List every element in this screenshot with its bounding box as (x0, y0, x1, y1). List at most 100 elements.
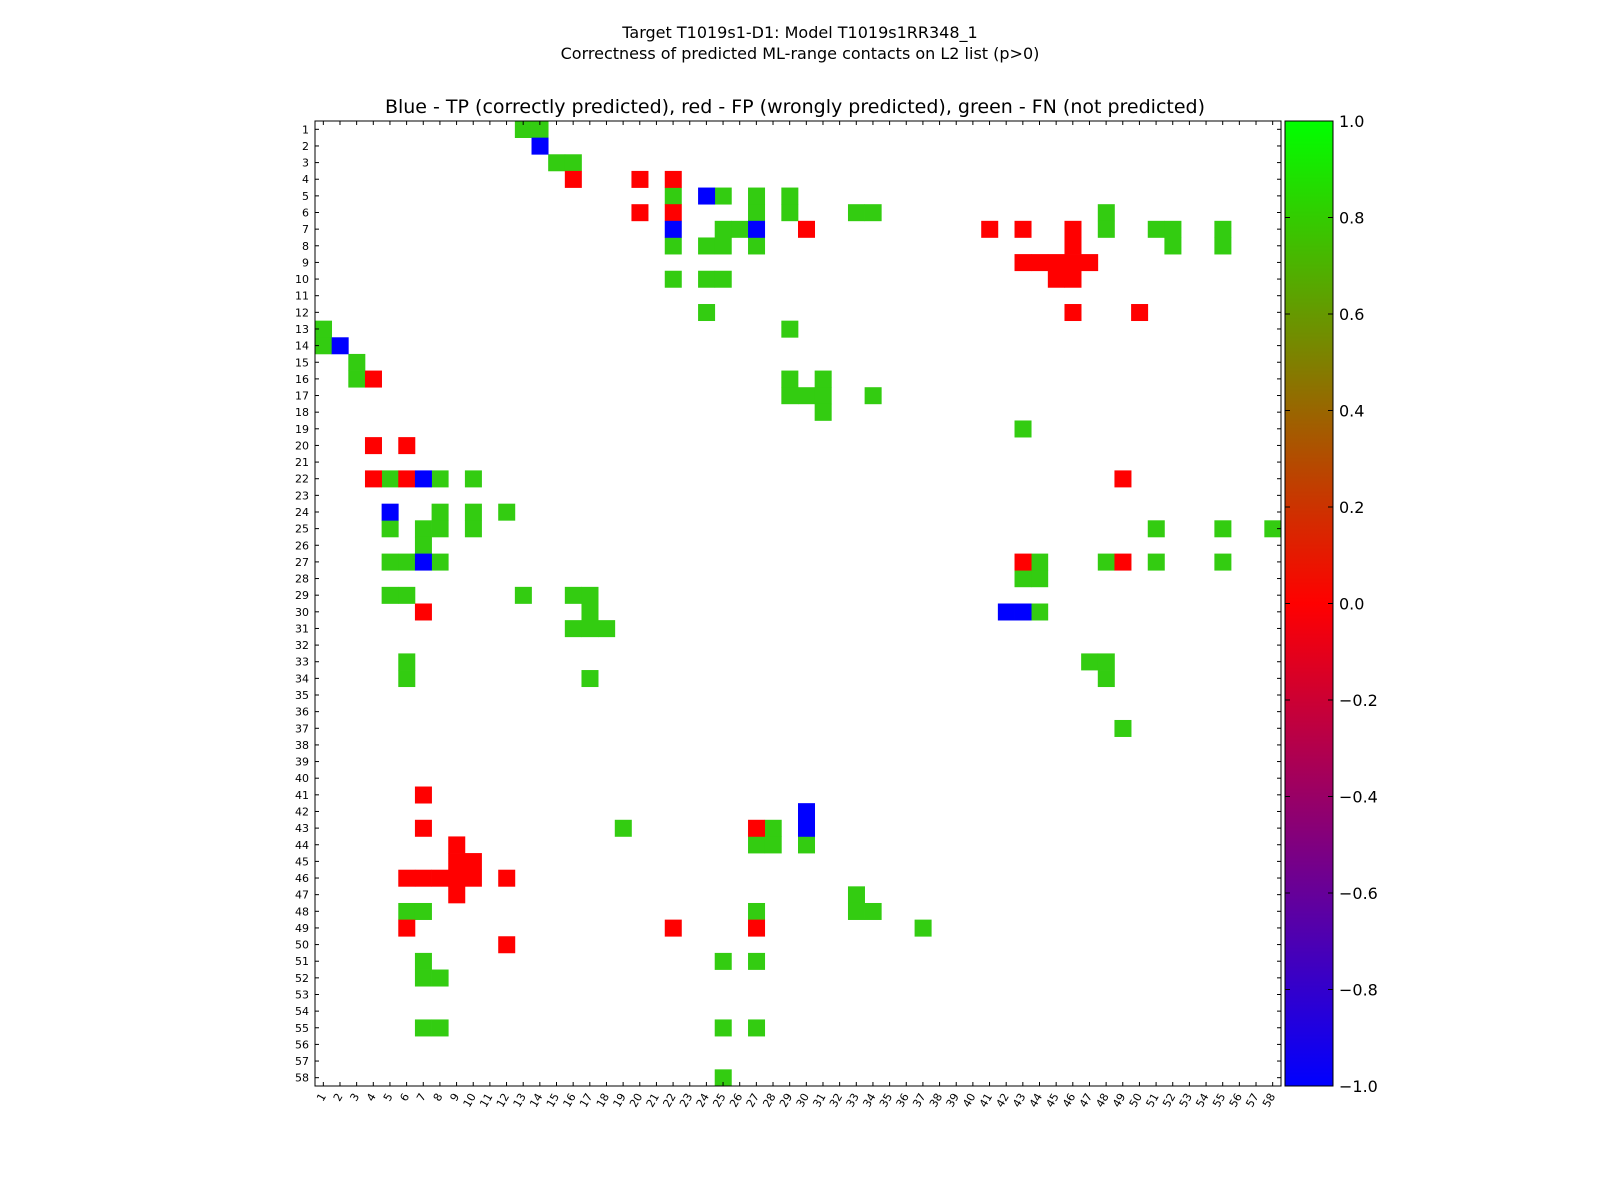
fp-cell (1064, 220, 1082, 238)
fn-cell (414, 969, 432, 987)
y-tick-label: 37 (295, 722, 309, 735)
tp-cell (531, 137, 549, 155)
y-tick-label: 29 (295, 589, 309, 602)
fp-cell (414, 869, 432, 887)
fn-cell (381, 586, 399, 604)
tp-cell (1014, 603, 1032, 621)
fn-cell (814, 370, 832, 388)
fp-cell (398, 437, 416, 455)
fn-cell (1264, 520, 1282, 538)
y-tick-label: 46 (295, 872, 309, 885)
fp-cell (1064, 254, 1082, 272)
fp-cell (398, 470, 416, 488)
x-tick-label: 32 (827, 1091, 845, 1110)
y-tick-label: 4 (302, 173, 309, 186)
colorbar-tick-label: −0.4 (1339, 788, 1378, 807)
y-tick-label: 53 (295, 988, 309, 1001)
fp-cell (748, 819, 766, 837)
fn-cell (348, 353, 366, 371)
y-tick-label: 27 (295, 556, 309, 569)
colorbar-tick-label: 0.4 (1339, 402, 1364, 421)
heatmap-cells (315, 121, 1282, 1087)
fn-cell (664, 237, 682, 255)
colorbar-tick-label: 0.0 (1339, 595, 1364, 614)
y-tick-label: 32 (295, 639, 309, 652)
axis-ticks: 1234567891011121314151617181920212223242… (295, 121, 1281, 1110)
fn-cell (664, 187, 682, 205)
x-tick-label: 47 (1077, 1091, 1095, 1110)
y-tick-label: 57 (295, 1055, 309, 1068)
fp-cell (631, 170, 649, 188)
fn-cell (847, 902, 865, 920)
fn-cell (781, 187, 799, 205)
fn-cell (714, 220, 732, 238)
y-tick-label: 50 (295, 939, 309, 952)
fn-cell (814, 387, 832, 405)
x-tick-label: 12 (494, 1091, 512, 1110)
fp-cell (631, 204, 649, 222)
fn-cell (514, 121, 532, 138)
fp-cell (1031, 254, 1049, 272)
y-tick-label: 12 (295, 306, 309, 319)
y-tick-label: 25 (295, 523, 309, 536)
y-tick-label: 34 (295, 672, 309, 685)
fn-cell (847, 204, 865, 222)
y-tick-label: 39 (295, 756, 309, 769)
fp-cell (448, 886, 466, 904)
fn-cell (598, 620, 616, 638)
fn-cell (814, 403, 832, 421)
fn-cell (414, 520, 432, 538)
x-tick-label: 10 (461, 1091, 479, 1110)
fn-cell (714, 952, 732, 970)
fp-cell (431, 869, 449, 887)
y-tick-label: 38 (295, 739, 309, 752)
y-tick-label: 24 (295, 506, 309, 519)
tp-cell (331, 337, 349, 355)
x-tick-label: 24 (694, 1091, 712, 1110)
fn-cell (431, 1019, 449, 1037)
x-tick-label: 45 (1043, 1091, 1061, 1110)
x-tick-label: 13 (511, 1091, 529, 1110)
plot-frame (314, 120, 1282, 1087)
y-tick-label: 31 (295, 622, 309, 635)
x-tick-label: 22 (660, 1091, 678, 1110)
x-tick-label: 11 (477, 1091, 495, 1110)
x-tick-label: 16 (560, 1091, 578, 1110)
fn-cell (581, 586, 599, 604)
x-tick-label: 53 (1177, 1091, 1195, 1110)
fn-cell (414, 1019, 432, 1037)
fn-cell (1147, 553, 1165, 571)
x-tick-label: 15 (544, 1091, 562, 1110)
colorbar-tick-label: −0.2 (1339, 691, 1378, 710)
fn-cell (698, 270, 716, 288)
fn-cell (381, 520, 399, 538)
fp-cell (1047, 270, 1065, 288)
fn-cell (464, 470, 482, 488)
y-tick-label: 36 (295, 706, 309, 719)
fp-cell (364, 437, 382, 455)
fn-cell (498, 503, 516, 521)
fn-cell (1214, 520, 1232, 538)
fp-cell (464, 869, 482, 887)
fn-cell (1097, 653, 1115, 671)
y-tick-label: 47 (295, 889, 309, 902)
tp-cell (798, 819, 816, 837)
fn-cell (1097, 204, 1115, 222)
tp-cell (664, 220, 682, 238)
fn-cell (1214, 553, 1232, 571)
colorbar-tick-label: −1.0 (1339, 1077, 1378, 1096)
y-tick-label: 49 (295, 922, 309, 935)
fn-cell (731, 220, 749, 238)
y-tick-label: 17 (295, 390, 309, 403)
y-tick-label: 22 (295, 473, 309, 486)
fn-cell (1031, 553, 1049, 571)
fn-cell (698, 304, 716, 322)
x-tick-label: 55 (1210, 1091, 1228, 1110)
y-tick-label: 3 (302, 157, 309, 170)
fn-cell (748, 204, 766, 222)
fn-cell (764, 836, 782, 854)
y-tick-label: 7 (302, 223, 309, 236)
fn-cell (414, 952, 432, 970)
x-tick-label: 29 (777, 1091, 795, 1110)
fn-cell (548, 154, 566, 172)
